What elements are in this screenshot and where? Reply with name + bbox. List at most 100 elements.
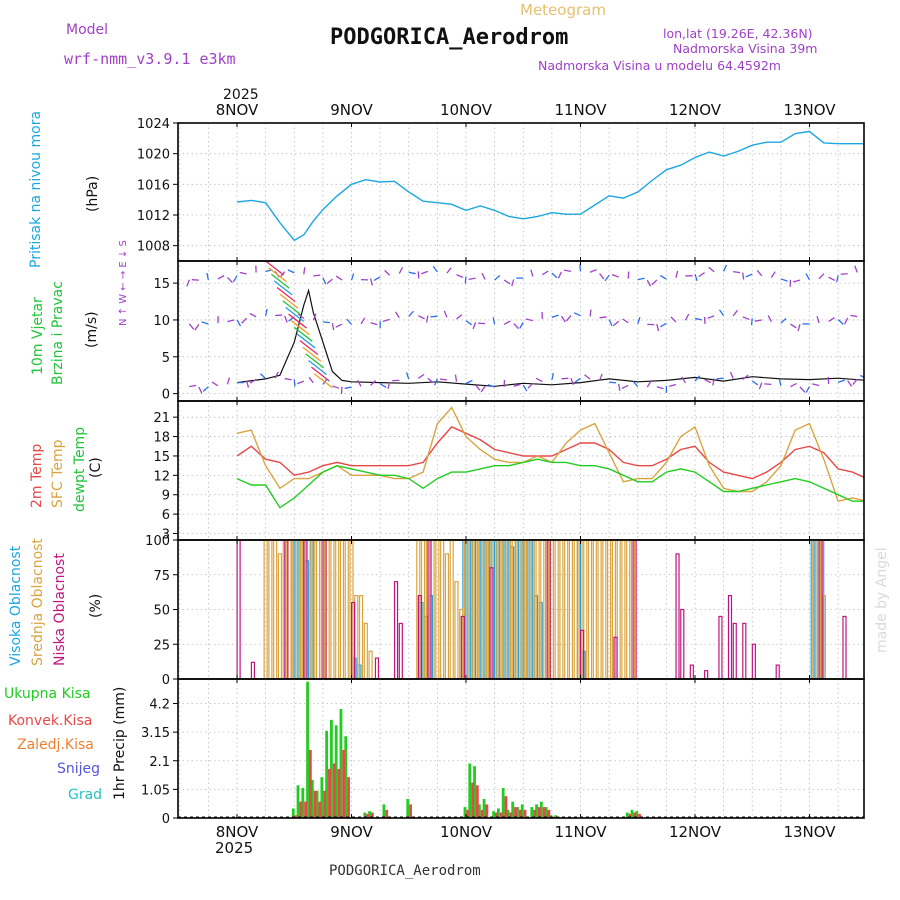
wind-arrow [331, 323, 335, 331]
cloud-mid-bar [564, 540, 569, 679]
precip-convective-bar [337, 768, 341, 818]
precip-total-bar [363, 812, 367, 818]
wind-arrow [584, 374, 591, 380]
cloud-low-bar [891, 582, 894, 679]
cloud-low-bar [460, 615, 465, 679]
precip-total-bar [482, 798, 486, 818]
precip-total-bar [406, 798, 410, 818]
temp-unit: (C) [88, 457, 104, 478]
cloud-mid-bar [282, 540, 287, 679]
cloud-mid-bar [463, 540, 469, 679]
wind-speed-line [236, 288, 864, 387]
precip-total-bar [315, 790, 319, 818]
precip-legend-grad: Grad [68, 787, 102, 803]
cloud-low-bar [704, 670, 709, 679]
wind-arrow [475, 384, 481, 391]
wind-arrow [758, 382, 763, 390]
wind-arrow [756, 269, 763, 277]
top-year-label: 2025 [223, 87, 259, 103]
wind-arrow [418, 315, 425, 320]
wind-arrow [712, 378, 715, 386]
wind-arrow [656, 323, 660, 332]
cloud-mid-bar [435, 540, 440, 679]
precip-panel: 0 1.05 2.1 3.15 4.2 [141, 678, 865, 827]
cloud-mid-bar [626, 540, 631, 679]
precip-total-bar [635, 811, 639, 818]
wind-arrow [608, 319, 613, 327]
precip-convective-bar [633, 812, 637, 818]
wind-arrow [525, 318, 533, 322]
temp-ytick-label: 3 [162, 528, 170, 543]
cloud-mid-bar [816, 540, 822, 679]
precip-total-bar [334, 725, 338, 818]
precip-convective-bar [299, 801, 303, 818]
wind-arrow [322, 277, 327, 285]
precip-total-bar [625, 812, 629, 818]
wind-ytick-label: 0 [162, 388, 170, 403]
wind-arrow [799, 386, 806, 393]
wind-arrow [876, 271, 882, 275]
cloud-mid-bar [449, 540, 454, 679]
wind-marks [186, 261, 882, 394]
pressure-unit: (hPa) [85, 176, 101, 212]
temp-sfc-title: SFC Temp [50, 439, 66, 508]
precip-convective-bar [471, 782, 474, 818]
precip-total-bar [320, 777, 324, 818]
cloud-ytick-label: 25 [153, 638, 170, 653]
wind-arrow [797, 324, 801, 332]
wind-arrow [754, 319, 762, 322]
cloud-mid-bar [482, 540, 488, 679]
precip-total-bar [291, 808, 295, 818]
wind-arrow [297, 313, 305, 319]
wind-arrow [684, 313, 690, 321]
wind-arrow [828, 317, 835, 322]
wind-arrow [217, 275, 225, 280]
wind-storm-arrow [305, 353, 325, 369]
precip-ytick-label: 0 [162, 812, 170, 827]
wind-arrow [432, 265, 438, 273]
cloud-mid-bar [335, 540, 340, 679]
cloud-panel: 0 25 50 75 100 [145, 534, 894, 688]
cloud-mid-bar [459, 608, 464, 679]
precip-convective-bar [385, 809, 389, 818]
cloud-mid-bar [273, 540, 278, 679]
wind-arrow [780, 317, 787, 324]
wind-arrow [621, 384, 629, 390]
precip-convective-bar [523, 809, 527, 818]
cloud-low-bar [374, 657, 380, 679]
cloud-low-bar [236, 540, 241, 679]
cloud-mid-bar [521, 540, 526, 679]
wind-arrow [456, 274, 464, 278]
top-day-label: 9NOV [330, 101, 373, 119]
wind-arrow [816, 315, 820, 324]
wind-arrow [425, 315, 429, 323]
precip-convective-bar [313, 790, 317, 818]
wind-arrow [188, 323, 195, 330]
precip-total-bar [511, 801, 515, 818]
precip-convective-bar [499, 812, 503, 818]
wind-arrow [249, 312, 257, 318]
cloud-mid-bar [535, 540, 540, 679]
wind-storm-arrow [265, 261, 285, 276]
wind-arrow [465, 320, 473, 326]
wind-arrow [443, 310, 448, 318]
precip-convective-bar [366, 813, 370, 818]
wind-arrow [308, 376, 314, 384]
wind-arrow [527, 382, 534, 389]
cloud-low-bar [322, 540, 327, 679]
top-day-label: 12NOV [669, 101, 722, 119]
precip-total-bar [301, 788, 305, 818]
wind-arrow [637, 277, 645, 281]
precip-total-bar [368, 811, 371, 818]
temp-2m-title: 2m Temp [29, 444, 45, 508]
precip-total-bar [516, 807, 519, 818]
cloud-low-bar [775, 664, 780, 679]
pressure-line [236, 130, 864, 242]
precip-ytick-label: 3.15 [141, 726, 170, 741]
wind-arrow [194, 324, 200, 331]
precip-legend-snijeg: Snijeg [57, 761, 100, 777]
cloud-mid-bar [416, 540, 421, 679]
station-title: PODGORICA_Aerodrom [330, 25, 568, 50]
wind-arrow [232, 275, 238, 283]
wind-arrow [312, 313, 317, 321]
